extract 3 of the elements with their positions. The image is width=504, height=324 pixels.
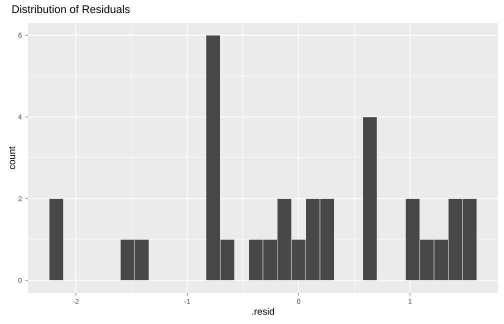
y-axis-title: count [8, 146, 16, 170]
x-axis-title: .resid [252, 308, 274, 315]
chart-title: Distribution of Residuals [12, 5, 130, 14]
